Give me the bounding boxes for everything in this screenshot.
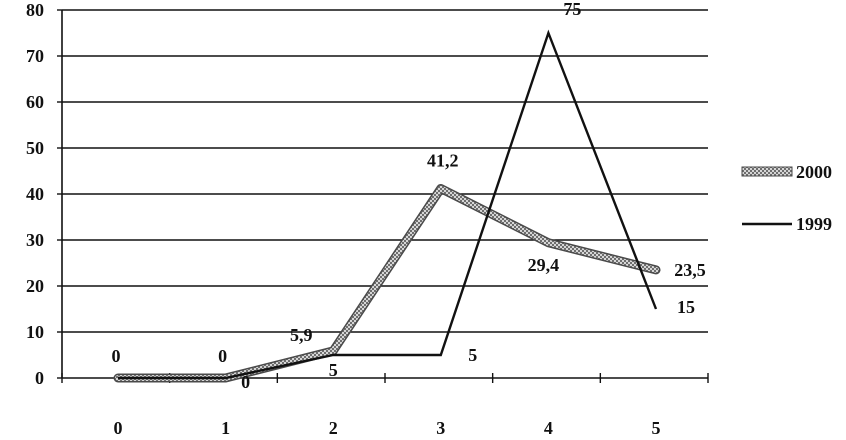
data-label-1999-5: 15 <box>677 297 695 317</box>
gridlines <box>62 9 708 333</box>
legend-label-2000: 2000 <box>796 162 832 182</box>
data-label-1999-1: 0 <box>241 372 250 392</box>
legend: 2000 1999 <box>741 162 832 234</box>
y-axis-ticks: 0 10 20 30 40 50 60 70 80 <box>26 0 62 388</box>
y-tick-label-80: 80 <box>26 0 44 20</box>
data-label-2000-1: 0 <box>218 346 227 366</box>
x-tick-label-4: 4 <box>544 418 553 438</box>
y-tick-label-0: 0 <box>35 368 44 388</box>
data-label-1999-3: 5 <box>468 345 477 365</box>
data-label-2000-4: 29,4 <box>528 255 560 275</box>
x-axis-ticks: 0 1 2 3 4 5 <box>61 373 709 438</box>
data-label-1999-4: 75 <box>563 0 581 19</box>
data-label-2000-2: 5,9 <box>290 325 313 345</box>
legend-label-1999: 1999 <box>796 214 832 234</box>
x-tick-label-0: 0 <box>114 418 123 438</box>
series-line-2000-outline <box>113 183 661 383</box>
y-tick-label-30: 30 <box>26 230 44 250</box>
y-tick-label-50: 50 <box>26 138 44 158</box>
legend-swatch-2000 <box>741 166 793 177</box>
series-lines <box>113 29 661 383</box>
series-line-1999 <box>118 29 658 380</box>
x-tick-label-1: 1 <box>221 418 230 438</box>
data-label-2000-3: 41,2 <box>427 150 459 170</box>
y-tick-label-60: 60 <box>26 92 44 112</box>
y-tick-label-10: 10 <box>26 322 44 342</box>
data-label-2000-5: 23,5 <box>674 260 706 280</box>
x-tick-label-2: 2 <box>329 418 338 438</box>
x-tick-label-3: 3 <box>436 418 445 438</box>
series-line-2000 <box>115 185 659 381</box>
y-tick-label-40: 40 <box>26 184 44 204</box>
data-label-2000-0: 0 <box>112 346 121 366</box>
data-label-1999-2: 5 <box>329 360 338 380</box>
x-tick-label-5: 5 <box>652 418 661 438</box>
y-tick-label-70: 70 <box>26 46 44 66</box>
y-tick-label-20: 20 <box>26 276 44 296</box>
